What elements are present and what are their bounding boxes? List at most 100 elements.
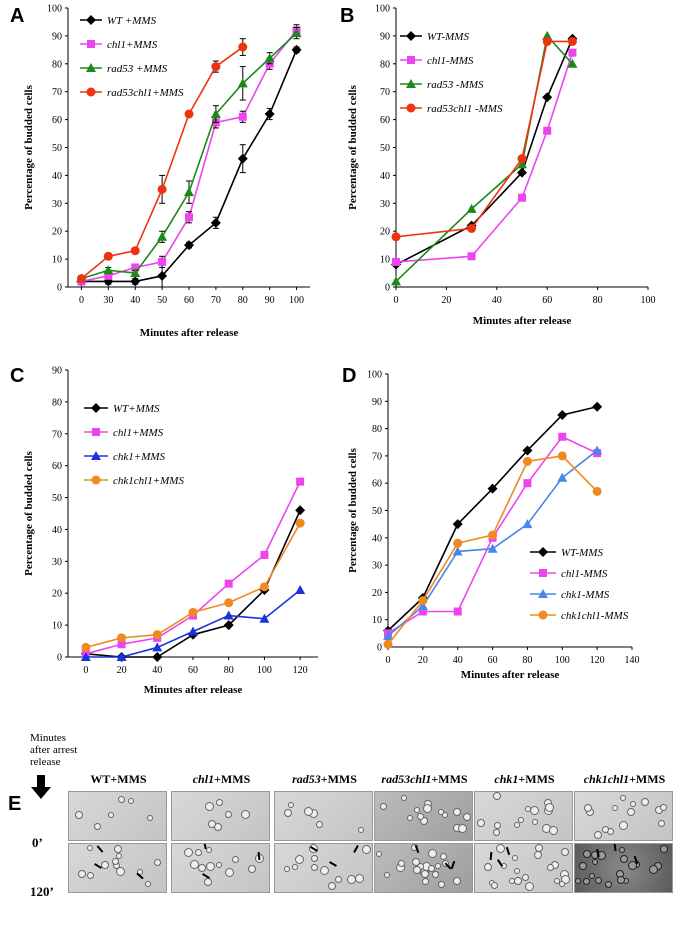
yeast-cell [362, 845, 371, 854]
panel-b-data-point-1 [568, 48, 577, 57]
panel-a-x-tick-label: 90 [265, 295, 275, 306]
panel-e-column-header: rad53chl1+MMS [374, 772, 475, 787]
yeast-cell [438, 881, 445, 888]
yeast-cell [304, 807, 313, 816]
yeast-cell [423, 804, 432, 813]
yeast-cell [114, 845, 122, 853]
yeast-cell [154, 859, 161, 866]
panel-b-legend-marker-2 [406, 79, 416, 88]
yeast-cell [518, 817, 524, 823]
panel-b-data-point-3 [391, 232, 401, 242]
panel-c-x-tick-label: 60 [188, 665, 198, 676]
yeast-cell [198, 864, 206, 872]
yeast-cell [216, 862, 222, 868]
panel-d-x-tick-label: 40 [453, 655, 463, 666]
panel-a-data-point-1 [158, 257, 167, 266]
panel-b-y-tick-label: 100 [375, 4, 390, 15]
panel-b-data-point-3 [567, 36, 577, 46]
yeast-cell [208, 820, 216, 828]
panel-b-series-line-3 [395, 40, 573, 238]
yeast-cell [292, 864, 298, 870]
panel-e-row-header: Minutes after arrest release [30, 732, 78, 768]
panel-c-y-tick-label: 80 [52, 397, 62, 408]
micrograph-cell [68, 843, 167, 893]
panel-b-series-line-1 [395, 52, 574, 263]
panel-c-data-point-1 [117, 640, 126, 649]
yeast-cell [145, 881, 151, 887]
yeast-cell [579, 862, 587, 870]
row-label-0: 0’ [32, 835, 43, 850]
yeast-cell [584, 804, 592, 812]
yeast-cell [118, 796, 125, 803]
arrow-icon [329, 861, 337, 867]
panel-a-data-point-3 [184, 109, 194, 119]
panel-c-y-tick-label: 0 [57, 653, 62, 664]
yeast-cell [612, 805, 618, 811]
panel-d-y-tick-label: 10 [372, 615, 382, 626]
micrograph-cell [574, 791, 673, 841]
panel-e-column-header: WT+MMS [68, 772, 169, 787]
yeast-cell [216, 799, 223, 806]
yeast-cell [328, 882, 336, 890]
yeast-cell [554, 878, 560, 884]
panel-d-y-tick-label: 80 [372, 424, 382, 435]
panel-e-letter: E [8, 793, 22, 815]
yeast-cell [225, 811, 232, 818]
panel-d-legend-marker-0 [538, 547, 548, 557]
panel-d-legend-label-0: WT-MMS [561, 547, 603, 559]
panel-d-x-tick-label: 120 [590, 655, 605, 666]
panel-a-y-axis-label: Percentage of budded cells [23, 84, 35, 209]
yeast-cell [535, 844, 543, 852]
yeast-cell [311, 864, 318, 871]
panel-a-data-point-2 [157, 231, 168, 241]
panel-c-data-point-2 [295, 585, 306, 595]
arrow-icon [613, 844, 617, 852]
panel-e-column-header: rad53+MMS [274, 772, 375, 787]
panel-d-x-tick-label: 0 [386, 655, 391, 666]
yeast-cell [583, 878, 590, 885]
yeast-cell [384, 872, 390, 878]
panel-c-x-tick-label: 0 [83, 665, 88, 676]
panel-b-legend-marker-0 [406, 31, 416, 41]
yeast-cell [432, 871, 439, 878]
yeast-cell [94, 823, 101, 830]
panel-b-x-tick-label: 40 [492, 295, 502, 306]
panel-d-legend-label-1: chl1-MMS [561, 568, 608, 580]
panel-d-data-point-2 [417, 601, 428, 611]
panel-c-data-point-3 [117, 633, 127, 643]
panel-b-x-tick-label: 100 [641, 295, 656, 306]
panel-a-y-tick-label: 90 [52, 31, 62, 42]
yeast-cell [101, 861, 109, 869]
micrograph-cell [171, 843, 270, 893]
panel-a-legend-marker-3 [86, 87, 96, 97]
yeast-cell [87, 872, 94, 879]
panel-b-data-point-1 [518, 193, 526, 202]
arrow-icon [96, 845, 104, 853]
panel-a-x-tick-label: 100 [289, 295, 304, 306]
panel-c-data-point-2 [80, 652, 91, 661]
panel-a-legend-label-2: rad53 +MMS [107, 63, 168, 75]
panel-d-data-point-2 [487, 543, 498, 553]
panel-a-data-point-2 [210, 109, 221, 119]
yeast-cell [532, 819, 538, 825]
panel-d-data-point-0 [452, 519, 463, 530]
yeast-cell [288, 802, 294, 808]
yeast-cell [421, 870, 429, 878]
strain-name: rad53chl1 [381, 772, 432, 786]
panel-c-legend-marker-2 [91, 451, 101, 460]
panel-d-y-tick-label: 30 [372, 561, 382, 572]
panel-b-data-point-1 [467, 252, 476, 261]
yeast-cell [147, 815, 153, 821]
yeast-cell [509, 878, 515, 884]
yeast-cell [534, 851, 542, 859]
yeast-cell [248, 865, 256, 873]
micrograph-cell [171, 791, 270, 841]
yeast-cell [438, 809, 444, 815]
arrow-icon [505, 846, 511, 856]
yeast-cell [453, 808, 461, 816]
panel-c-legend-marker-0 [91, 403, 101, 413]
panel-b-data-point-2 [391, 276, 401, 286]
panel-a-data-point-3 [238, 42, 248, 52]
yeast-cell [204, 878, 212, 886]
